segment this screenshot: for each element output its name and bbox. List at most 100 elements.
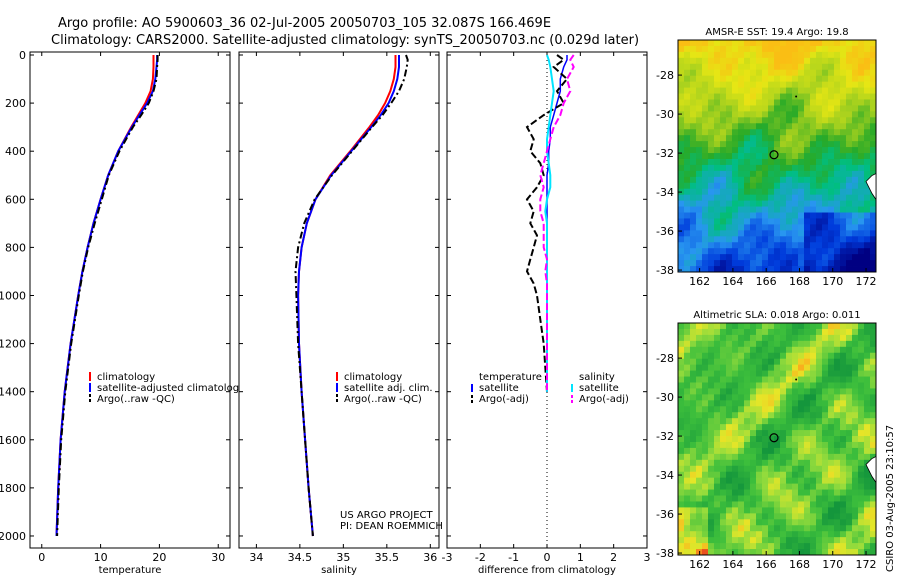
map-cell (810, 230, 817, 237)
map-cell (738, 507, 745, 514)
map-cell (834, 465, 841, 473)
map-cell (822, 394, 829, 401)
map-cell (852, 537, 859, 544)
map-cell (732, 147, 739, 154)
map-cell (720, 459, 727, 467)
map-cell (798, 519, 805, 526)
map-cell (702, 194, 709, 202)
map-cell (732, 471, 739, 479)
map-cell (846, 388, 853, 395)
map-cell (858, 507, 865, 514)
map-cell (696, 87, 703, 94)
map-cell (858, 412, 865, 419)
map-cell (798, 340, 805, 348)
map-cell (702, 45, 709, 53)
map-cell (738, 200, 745, 207)
map-cell (696, 129, 703, 136)
map-cell (852, 334, 859, 342)
map-cell (858, 248, 865, 255)
map-cell (696, 507, 703, 514)
map-cell (822, 441, 829, 449)
map-cell (870, 394, 877, 401)
map-cell (768, 75, 775, 83)
series-line (56, 55, 159, 537)
map-cell (864, 266, 871, 273)
map-cell (732, 436, 739, 443)
map-cell (858, 531, 865, 538)
map-cell (804, 266, 811, 273)
map-cell (870, 158, 877, 166)
map-cell (816, 135, 823, 142)
map-cell (714, 182, 721, 190)
map-cell (744, 105, 751, 112)
map-cell (828, 388, 835, 395)
map-cell (738, 141, 745, 148)
map-cell (750, 364, 757, 371)
map-cell (768, 123, 775, 130)
map-cell (870, 266, 877, 273)
series-line (525, 54, 569, 392)
map-cell (762, 358, 769, 366)
map-cell (726, 81, 733, 88)
map-cell (828, 513, 835, 520)
map-cell (756, 501, 763, 508)
map-cell (708, 477, 715, 485)
map-cell (720, 40, 727, 47)
map-cell (684, 364, 691, 371)
map-cell (870, 75, 877, 83)
map-cell (690, 141, 697, 148)
map-cell (852, 519, 859, 526)
map-cell (786, 382, 793, 389)
map-cell (690, 358, 697, 366)
map-cell (684, 254, 691, 261)
map-cell (726, 164, 733, 172)
map-cell (690, 465, 697, 473)
map-cell (804, 99, 811, 106)
map-cell (690, 230, 697, 237)
map-cell (798, 81, 805, 88)
map-cell (732, 170, 739, 178)
map-cell (822, 170, 829, 178)
map-cell (750, 525, 757, 532)
map-cell (696, 123, 703, 130)
map-cell (834, 182, 841, 190)
map-cell (684, 69, 691, 77)
map-cell (762, 323, 769, 330)
map-cell (774, 418, 781, 425)
map-cell (762, 519, 769, 526)
map-cell (756, 507, 763, 514)
map-cell (858, 352, 865, 360)
map-cell (714, 483, 721, 490)
map-cell (816, 206, 823, 213)
map-cell (780, 531, 787, 538)
map-cell (720, 328, 727, 336)
map-cell (852, 99, 859, 106)
map-cell (750, 507, 757, 514)
map-cell (714, 513, 721, 520)
map-cell (780, 430, 787, 437)
map-cell (702, 93, 709, 100)
map-cell (858, 117, 865, 124)
map-cell (846, 63, 853, 71)
map-cell (852, 352, 859, 360)
map-cell (870, 153, 877, 160)
map-cell (822, 364, 829, 371)
map-cell (870, 194, 877, 202)
map-cell (678, 477, 685, 485)
map-cell (726, 525, 733, 532)
map-cell (714, 495, 721, 502)
map-cell (750, 388, 757, 395)
map-cell (828, 158, 835, 166)
map-cell (714, 334, 721, 342)
map-cell (714, 129, 721, 136)
map-cell (816, 376, 823, 383)
map-cell (738, 147, 745, 154)
map-cell (870, 412, 877, 419)
map-cell (810, 260, 817, 267)
map-cell (798, 370, 805, 377)
map-cell (768, 206, 775, 213)
map-cell (852, 418, 859, 425)
map-cell (726, 364, 733, 371)
map-cell (834, 364, 841, 371)
map-cell (804, 537, 811, 544)
